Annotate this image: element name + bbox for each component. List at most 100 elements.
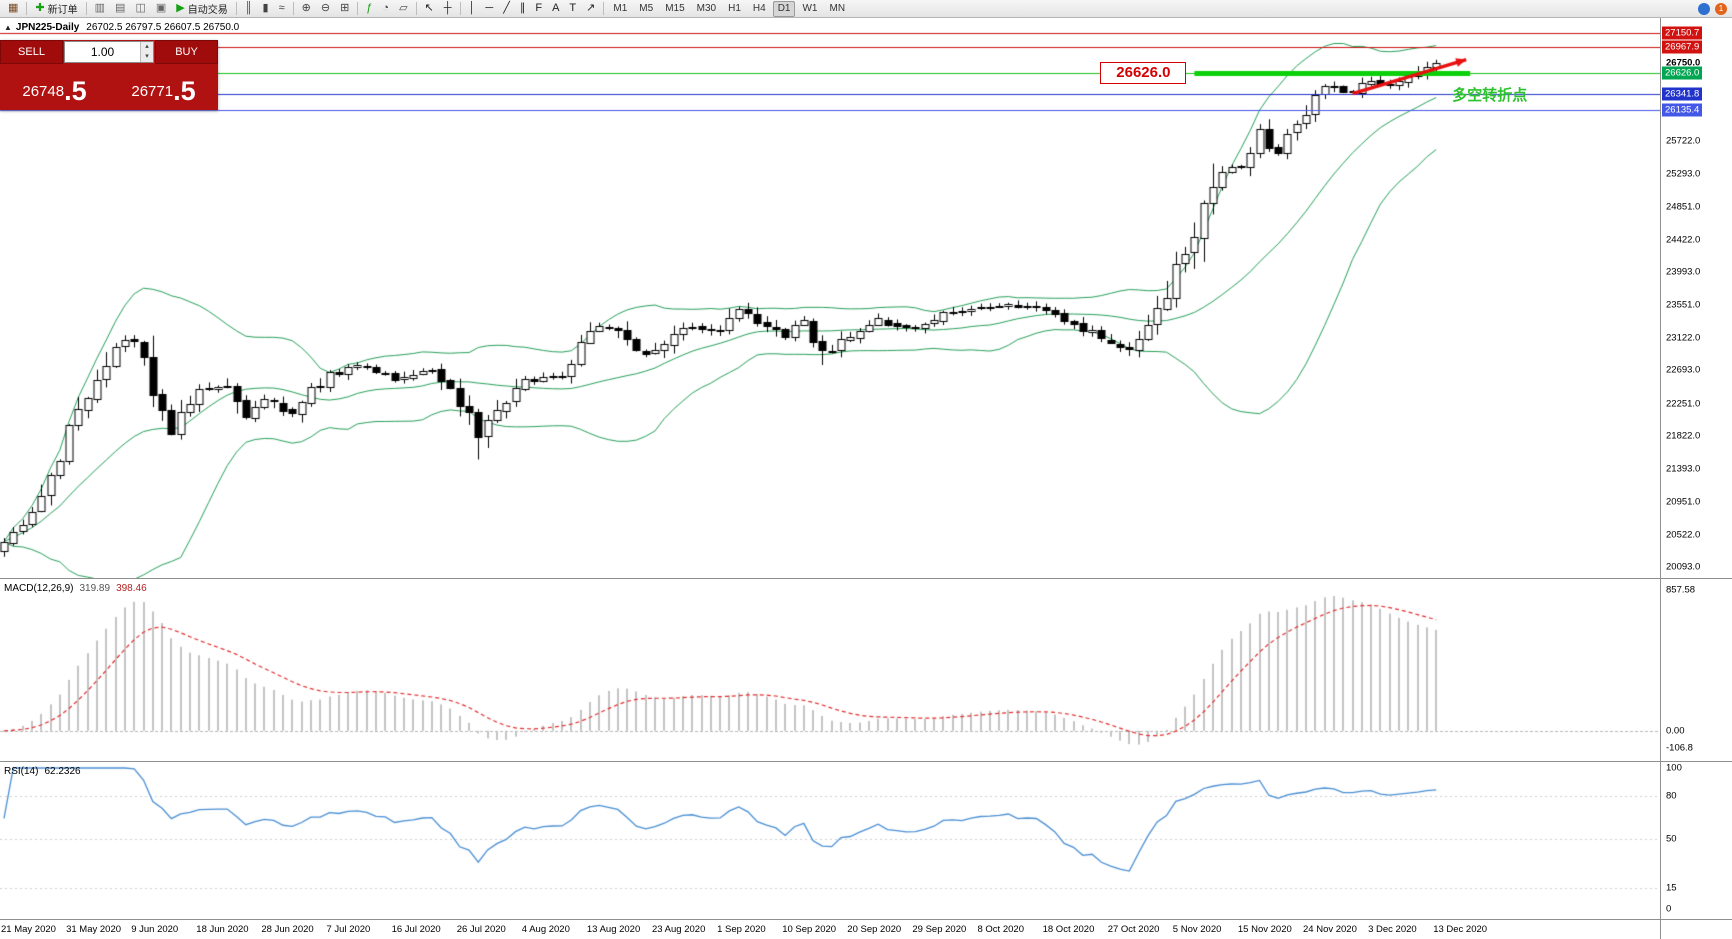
price-level-axis-tag: 26626.0 xyxy=(1662,66,1703,80)
chart-ohlc-values: 26702.5 26797.5 26607.5 26750.0 xyxy=(86,22,240,33)
text-button[interactable]: A xyxy=(548,1,563,17)
volume-input[interactable]: 1.00 xyxy=(90,45,115,59)
rsi-axis-tick: 80 xyxy=(1666,790,1677,802)
macd-axis-tick: 857.58 xyxy=(1666,584,1696,596)
chart-window-button[interactable]: ▦ xyxy=(4,1,22,17)
equidistant-channel-button[interactable]: ∥ xyxy=(516,1,530,17)
price-level-flag[interactable]: 26626.0 xyxy=(1100,61,1187,84)
fibonacci-retracement-icon: F xyxy=(535,2,543,14)
trendline-icon: ╱ xyxy=(503,2,510,14)
timeframe-m30-button[interactable]: M30 xyxy=(692,1,721,17)
horizontal-line-button[interactable]: ─ xyxy=(481,1,497,17)
date-axis-label: 16 Jul 2020 xyxy=(391,924,441,935)
fibonacci-retracement-button[interactable]: F xyxy=(531,1,546,17)
templates-button[interactable]: ▱ xyxy=(395,1,411,17)
bars-chart-button[interactable]: ║ xyxy=(241,1,257,17)
price-chart-canvas[interactable] xyxy=(0,18,1660,578)
macd-panel: MACD(12,26,9) 319.89 398.46 857.58 0.00 -1… xyxy=(0,578,1732,761)
macd-label: MACD(12,26,9) xyxy=(4,583,74,594)
toolbar-separator xyxy=(292,2,294,15)
macd-signal-value: 398.46 xyxy=(116,583,147,594)
trendline-button[interactable]: ╱ xyxy=(499,1,514,17)
market-watch-button[interactable]: ▥ xyxy=(91,1,109,17)
periods-icon: ◔ xyxy=(382,2,390,14)
sell-price-main: 26748 xyxy=(22,83,65,100)
zoom-out-icon: ⊖ xyxy=(320,2,331,14)
rsi-canvas[interactable] xyxy=(0,762,1660,919)
rsi-panel: RSI(14) 62.2326 100 80 50 15 0 xyxy=(0,761,1732,919)
date-axis-label: 28 Jun 2020 xyxy=(261,924,314,935)
price-axis-tick: 21822.0 xyxy=(1666,430,1701,442)
zoom-in-button[interactable]: ⊕ xyxy=(298,1,315,17)
volume-increase-button[interactable]: ▴ xyxy=(141,42,153,52)
chart-symbol-label: JPN225-Daily xyxy=(15,22,80,33)
volume-decrease-button[interactable]: ▾ xyxy=(141,52,153,62)
timeframe-m30-label: M30 xyxy=(696,3,717,14)
date-axis-label: 4 Aug 2020 xyxy=(521,924,570,935)
candlestick-chart-button[interactable]: ▮ xyxy=(259,1,273,17)
auto-trading-icon: ▶ xyxy=(176,2,185,14)
data-window-icon: ▤ xyxy=(115,2,126,14)
timeframe-h4-label: H4 xyxy=(752,3,766,14)
vertical-line-button[interactable]: │ xyxy=(465,1,480,17)
timeframe-h1-button[interactable]: H1 xyxy=(723,1,746,17)
one-click-trading-panel: SELL 1.00 ▴ ▾ BUY 26748.5 26771.5 xyxy=(0,40,218,110)
navigator-button[interactable]: ◫ xyxy=(131,1,149,17)
date-axis-label: 21 May 2020 xyxy=(1,924,56,935)
rsi-axis-tick: 100 xyxy=(1666,762,1682,774)
indicators-button[interactable]: ƒ xyxy=(362,1,376,17)
timeframe-m1-label: M1 xyxy=(613,3,628,14)
timeframe-mn-label: MN xyxy=(829,3,846,14)
price-level-axis-tag: 26341.8 xyxy=(1662,87,1703,101)
buy-button[interactable]: BUY xyxy=(155,40,218,64)
macd-main-value: 319.89 xyxy=(79,583,111,594)
timeframe-h4-button[interactable]: H4 xyxy=(748,1,771,17)
arrows-tool-button[interactable]: ↗ xyxy=(582,1,599,17)
crosshair-icon: ┼ xyxy=(443,2,452,14)
text-label-button[interactable]: T xyxy=(565,1,580,17)
terminal-icon: ▣ xyxy=(155,2,167,14)
sell-button[interactable]: SELL xyxy=(0,40,63,64)
market-watch-icon: ▥ xyxy=(94,2,106,14)
price-axis-tick: 24422.0 xyxy=(1666,234,1701,246)
date-axis-label: 9 Jun 2020 xyxy=(131,924,179,935)
date-axis-label: 13 Dec 2020 xyxy=(1433,924,1488,935)
cursor-button[interactable]: ↖ xyxy=(421,1,438,17)
new-order-button[interactable]: ✚ 新订单 xyxy=(31,1,81,17)
timeframe-mn-button[interactable]: MN xyxy=(824,1,850,17)
macd-canvas[interactable] xyxy=(0,579,1660,761)
timeframe-m15-button[interactable]: M15 xyxy=(660,1,689,17)
timeframe-w1-label: W1 xyxy=(802,3,818,14)
zoom-out-button[interactable]: ⊖ xyxy=(317,1,334,17)
price-axis-tick: 24851.0 xyxy=(1666,201,1701,213)
candlestick-chart-icon: ▮ xyxy=(262,2,269,14)
date-axis-label: 24 Nov 2020 xyxy=(1303,924,1357,935)
buy-price-frac: .5 xyxy=(173,76,196,107)
rsi-axis-tick: 50 xyxy=(1666,833,1677,844)
trend-note-text: 多空转折点 xyxy=(1452,86,1528,104)
timeframe-w1-button[interactable]: W1 xyxy=(797,1,822,17)
date-axis-label: 18 Oct 2020 xyxy=(1042,924,1095,935)
timeframe-d1-button[interactable]: D1 xyxy=(772,0,796,17)
time-axis: 21 May 2020 31 May 2020 9 Jun 2020 18 Jun 2… xyxy=(0,919,1732,939)
community-icon[interactable] xyxy=(1698,3,1710,15)
one-click-collapse-icon[interactable]: ▲ xyxy=(4,23,12,32)
rsi-value: 62.2326 xyxy=(44,766,81,777)
timeframe-m5-button[interactable]: M5 xyxy=(634,1,658,17)
timeframe-m1-button[interactable]: M1 xyxy=(608,1,632,17)
date-axis-label: 8 Oct 2020 xyxy=(977,924,1024,935)
notifications-icon[interactable]: 1 xyxy=(1715,3,1727,15)
chart-header: ▲ JPN225-Daily 26702.5 26797.5 26607.5 2… xyxy=(4,22,239,33)
tile-windows-button[interactable]: ⊞ xyxy=(336,1,353,17)
price-axis-tick: 20093.0 xyxy=(1666,561,1701,573)
data-window-button[interactable]: ▤ xyxy=(111,1,129,17)
auto-trading-button[interactable]: ▶ 自动交易 xyxy=(172,1,231,17)
bars-chart-icon: ║ xyxy=(244,2,253,14)
terminal-button[interactable]: ▣ xyxy=(152,1,170,17)
new-order-icon: ✚ xyxy=(35,2,45,14)
price-axis-tick: 25293.0 xyxy=(1666,168,1701,180)
line-chart-button[interactable]: ≈ xyxy=(275,1,289,17)
crosshair-button[interactable]: ┼ xyxy=(440,1,456,17)
periods-button[interactable]: ◔ xyxy=(378,1,393,17)
